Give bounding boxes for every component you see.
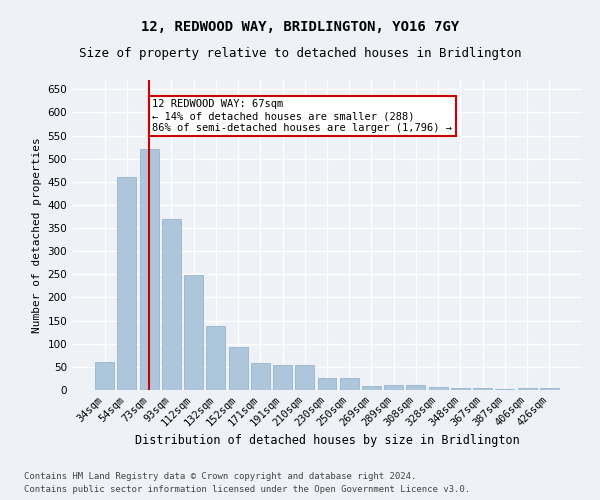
Bar bbox=[451, 388, 470, 390]
Bar bbox=[317, 378, 337, 390]
Text: Contains HM Land Registry data © Crown copyright and database right 2024.: Contains HM Land Registry data © Crown c… bbox=[24, 472, 416, 481]
Text: Size of property relative to detached houses in Bridlington: Size of property relative to detached ho… bbox=[79, 48, 521, 60]
Bar bbox=[95, 362, 114, 390]
Text: 12, REDWOOD WAY, BRIDLINGTON, YO16 7GY: 12, REDWOOD WAY, BRIDLINGTON, YO16 7GY bbox=[141, 20, 459, 34]
Bar bbox=[229, 347, 248, 390]
Bar bbox=[273, 364, 292, 390]
Bar bbox=[429, 387, 448, 390]
Bar bbox=[295, 366, 314, 390]
Bar bbox=[162, 219, 181, 390]
Bar bbox=[118, 177, 136, 390]
Bar bbox=[206, 326, 225, 390]
Bar bbox=[140, 150, 158, 390]
Bar bbox=[518, 388, 536, 390]
Bar bbox=[384, 386, 403, 390]
Bar bbox=[340, 378, 359, 390]
Bar bbox=[496, 389, 514, 390]
Bar bbox=[473, 388, 492, 390]
X-axis label: Distribution of detached houses by size in Bridlington: Distribution of detached houses by size … bbox=[134, 434, 520, 447]
Text: 12 REDWOOD WAY: 67sqm
← 14% of detached houses are smaller (288)
86% of semi-det: 12 REDWOOD WAY: 67sqm ← 14% of detached … bbox=[152, 100, 452, 132]
Bar bbox=[184, 276, 203, 390]
Text: Contains public sector information licensed under the Open Government Licence v3: Contains public sector information licen… bbox=[24, 485, 470, 494]
Bar bbox=[251, 363, 270, 390]
Bar bbox=[406, 386, 425, 390]
Bar bbox=[362, 386, 381, 390]
Y-axis label: Number of detached properties: Number of detached properties bbox=[32, 137, 42, 333]
Bar bbox=[540, 388, 559, 390]
